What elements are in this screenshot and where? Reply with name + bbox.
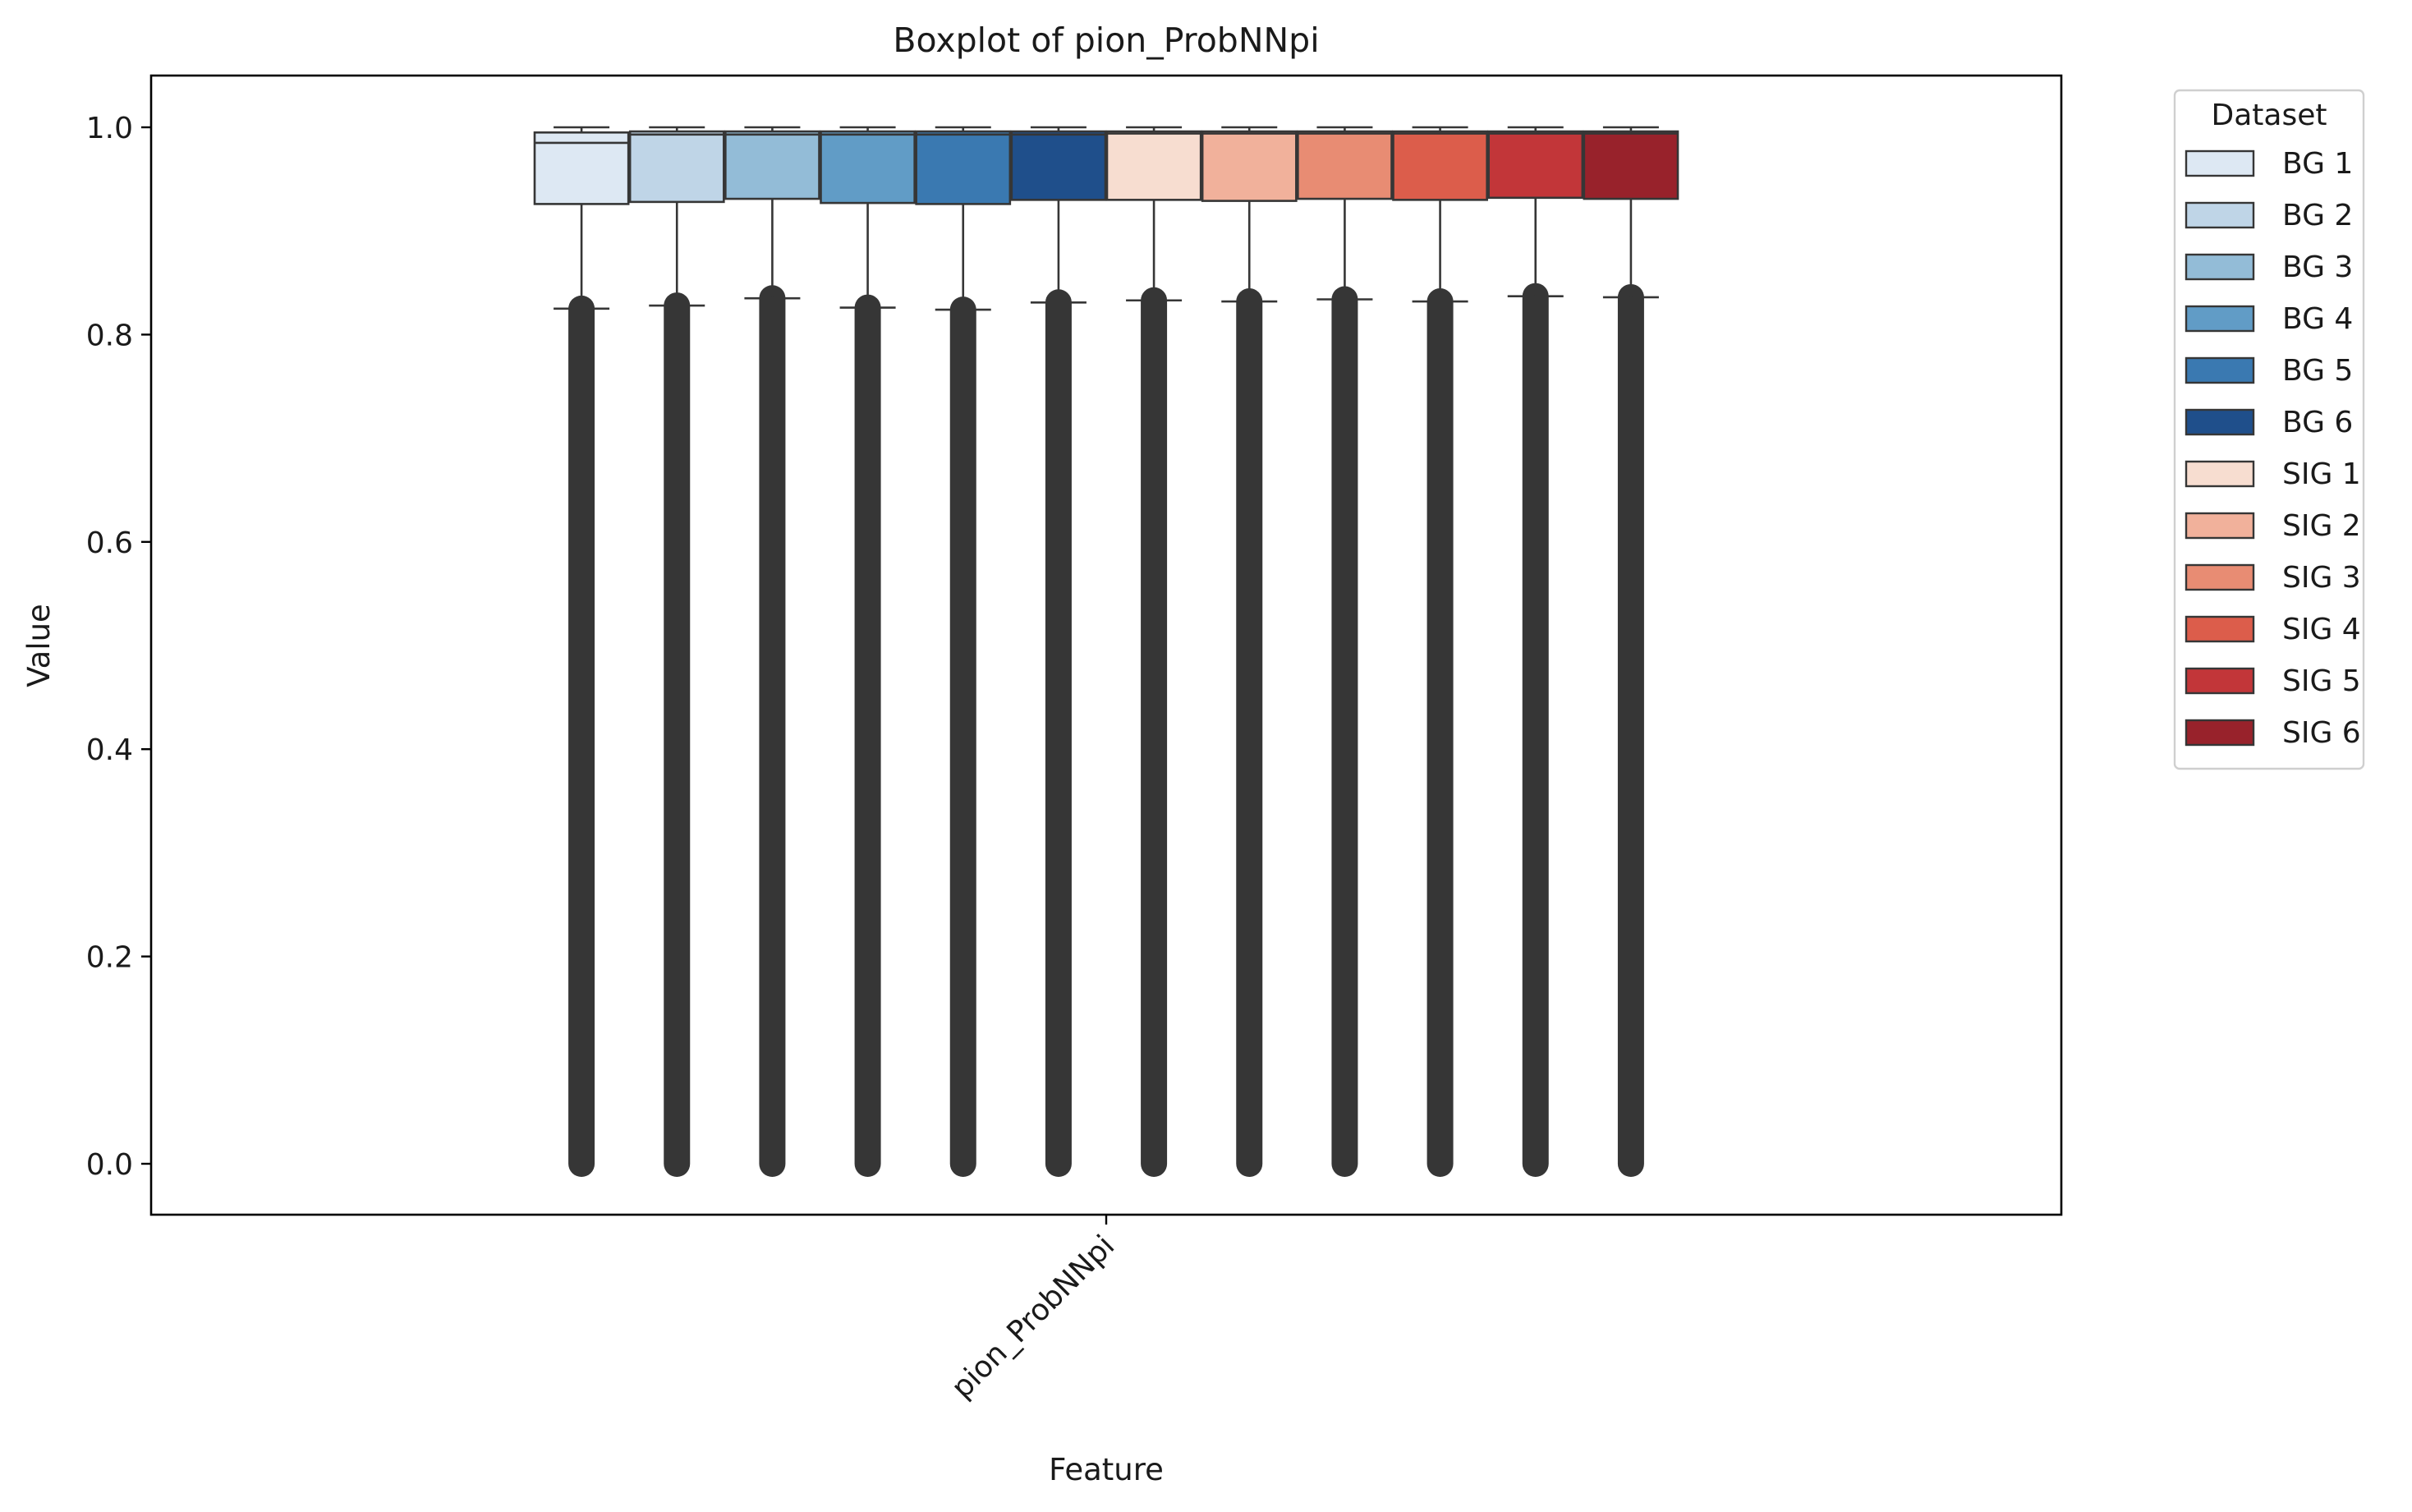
box-bg-1 <box>533 126 630 1177</box>
box-bg-5 <box>915 126 1012 1177</box>
box-bg-2 <box>628 126 725 1177</box>
legend-label: SIG 2 <box>2282 509 2361 543</box>
box-iqr <box>1392 130 1488 201</box>
box-sig-6 <box>1583 126 1679 1177</box>
x-axis-label: Feature <box>1049 1452 1164 1487</box>
box-iqr <box>820 130 916 205</box>
legend-swatch <box>2185 149 2255 177</box>
legend: Dataset BG 1 BG 2 BG 3 BG 4 BG 5 BG 6 SIG 1 SIG … <box>2173 89 2365 770</box>
box-iqr <box>533 131 630 205</box>
legend-label: SIG 3 <box>2282 561 2361 595</box>
box-iqr <box>1297 130 1393 200</box>
y-tick-label: 1.0 <box>86 112 133 145</box>
y-tick-label: 0.6 <box>86 526 133 560</box>
box-bg-6 <box>1010 126 1107 1177</box>
y-tick-label: 0.8 <box>86 319 133 352</box>
legend-label: BG 5 <box>2282 354 2353 388</box>
legend-swatch <box>2185 719 2255 747</box>
legend-label: SIG 5 <box>2282 664 2361 698</box>
legend-label: SIG 6 <box>2282 716 2361 750</box>
box-sig-3 <box>1297 126 1393 1177</box>
legend-swatch <box>2185 408 2255 436</box>
box-iqr <box>915 130 1012 205</box>
legend-label: BG 2 <box>2282 199 2353 232</box>
y-tick-label: 0.0 <box>86 1148 133 1182</box>
box-iqr <box>1201 130 1298 202</box>
legend-title: Dataset <box>2212 99 2327 132</box>
legend-swatch <box>2185 563 2255 591</box>
legend-swatch <box>2185 615 2255 643</box>
legend-swatch <box>2185 512 2255 540</box>
legend-swatch <box>2185 356 2255 384</box>
legend-swatch <box>2185 305 2255 333</box>
legend-swatch <box>2185 667 2255 695</box>
box-bg-4 <box>820 126 916 1177</box>
y-tick-label: 0.2 <box>86 941 133 975</box>
box-sig-4 <box>1392 126 1488 1177</box>
legend-swatch <box>2185 253 2255 281</box>
box-bg-3 <box>724 126 820 1177</box>
box-sig-1 <box>1105 126 1202 1177</box>
box-iqr <box>1010 130 1107 201</box>
legend-label: BG 6 <box>2282 406 2353 439</box>
y-tick-label: 0.4 <box>86 733 133 767</box>
box-sig-5 <box>1487 126 1584 1177</box>
legend-label: BG 1 <box>2282 147 2353 181</box>
legend-label: SIG 4 <box>2282 613 2361 646</box>
legend-label: BG 4 <box>2282 302 2353 336</box>
box-iqr <box>1583 130 1679 200</box>
box-iqr <box>1487 130 1584 200</box>
legend-swatch <box>2185 201 2255 229</box>
box-sig-2 <box>1201 126 1298 1177</box>
legend-swatch <box>2185 460 2255 488</box>
legend-label: BG 3 <box>2282 250 2353 284</box>
y-axis-label: Value <box>21 604 57 687</box>
box-iqr <box>628 130 725 204</box>
chart-title: Boxplot of pion_ProbNNpi <box>893 21 1319 60</box>
box-iqr <box>1105 130 1202 201</box>
legend-label: SIG 1 <box>2282 457 2361 491</box>
box-iqr <box>724 130 820 200</box>
